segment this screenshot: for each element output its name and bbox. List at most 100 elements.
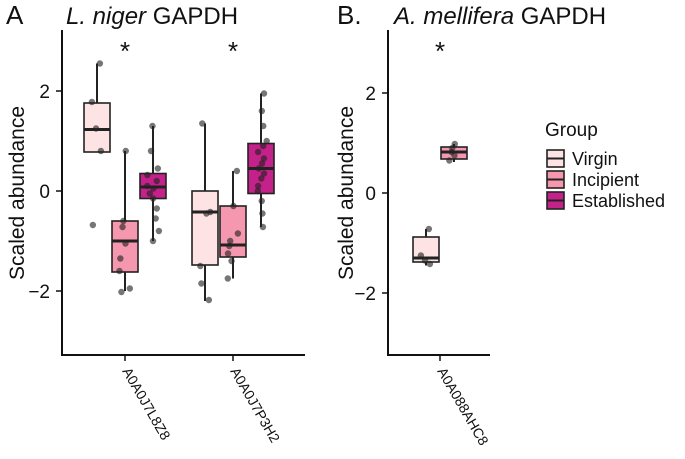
- panel-a-a0a0j7p3h2-incipient-box: [219, 167, 247, 282]
- panel-a-a0a0j7p3h2-virgin-point: [199, 120, 206, 127]
- panel-a-y-tick-label: 0: [39, 182, 50, 203]
- panel-a-a0a0j7l8z8-virgin-box: [83, 60, 111, 229]
- panel-a-a0a0j7p3h2-established-point: [260, 170, 268, 177]
- panel-a-a0a0j7l8z8-incipient-point: [119, 223, 126, 231]
- panel-a-letter: A: [6, 0, 24, 30]
- panel-a-a0a0j7l8z8-virgin-point: [97, 147, 105, 155]
- panel-a-y-label: Scaled abundance: [6, 106, 29, 280]
- panel-b-a0a088ahc8-incipient-point: [446, 157, 453, 164]
- panel-a-a0a0j7l8z8-established-point: [153, 205, 160, 212]
- panel-a-a0a0j7p3h2-incipient-point: [226, 242, 233, 250]
- panel-a-a0a0j7p3h2-established-point: [258, 107, 266, 115]
- panel-a-a0a0j7l8z8-established-point: [152, 215, 159, 222]
- panel-a-a0a0j7l8z8-incipient-point: [122, 147, 129, 155]
- panel-a-a0a0j7p3h2-established-point: [259, 210, 266, 217]
- panel-a-a0a0j7p3h2-incipient-point: [228, 257, 235, 265]
- panel-b-a0a088ahc8-incipient-box: [440, 140, 468, 164]
- panel-a-a0a0j7p3h2-incipient-point: [224, 250, 232, 257]
- panel-a-marks: [83, 60, 275, 304]
- panel-b-y-tick-label: −2: [354, 284, 376, 305]
- legend-label-incipient: Incipient: [572, 170, 639, 190]
- panel-a-a0a0j7p3h2-incipient-iqr-rect: [219, 205, 247, 258]
- panel-a-a0a0j7l8z8-established-point: [146, 190, 153, 197]
- panel-b-a0a088ahc8-virgin-box: [412, 225, 440, 268]
- panel-a-a0a0j7l8z8-established-point: [147, 147, 155, 155]
- panel-a-a0a0j7l8z8-virgin-point: [88, 98, 96, 106]
- panel-a-title-protein: GAPDH: [153, 3, 238, 30]
- panel-a-a0a0j7p3h2-established-box: [247, 90, 275, 231]
- panel-a-a0a0j7p3h2-established-point: [258, 160, 266, 167]
- panel-a-a0a0j7p3h2-virgin-box: [191, 120, 219, 304]
- panel-b: B. A. mellifera GAPDH Scaled abundance 2…: [335, 0, 606, 448]
- panel-a-a0a0j7l8z8-incipient-box: [111, 147, 139, 296]
- panel-b-a0a088ahc8-virgin-point: [421, 257, 429, 264]
- panel-a-a0a0j7p3h2-incipient-point: [233, 167, 241, 175]
- panel-a-a0a0j7p3h2-incipient-point: [230, 202, 237, 210]
- panel-a-a0a0j7l8z8-virgin-point: [89, 221, 97, 229]
- panel-a-a0a0j7p3h2-virgin-point: [203, 210, 210, 217]
- panel-a: A L. niger GAPDH Scaled abundance 2 0 −2 A0…: [6, 0, 305, 445]
- panel-a-a0a0j7l8z8-established-point: [144, 171, 151, 179]
- panel-a-a0a0j7p3h2-virgin-point: [197, 262, 204, 270]
- panel-a-a0a0j7l8z8-virgin-point: [92, 125, 100, 132]
- panel-b-y-tick-label: 2: [365, 84, 376, 105]
- panel-a-y-tick-label: −2: [28, 282, 50, 303]
- panel-b-letter: B.: [337, 0, 362, 30]
- panel-a-a0a0j7l8z8-established-point: [153, 177, 160, 185]
- panel-a-a0a0j7l8z8-established-point: [150, 185, 157, 192]
- panel-a-a0a0j7p3h2-incipient-point: [234, 230, 242, 237]
- panel-a-a0a0j7l8z8-incipient-point: [126, 285, 134, 292]
- panel-b-title-protein: GAPDH: [521, 3, 606, 30]
- panel-a-a0a0j7p3h2-established-point: [259, 142, 267, 150]
- panel-a-a0a0j7l8z8-established-point: [149, 122, 156, 130]
- panel-a-a0a0j7l8z8-virgin-iqr-rect: [83, 102, 111, 153]
- panel-b-a0a088ahc8-virgin-point: [426, 260, 434, 268]
- panel-a-a0a0j7l8z8-virgin-point: [96, 60, 104, 67]
- panel-a-significance-star: *: [228, 36, 238, 66]
- legend-title: Group: [545, 120, 598, 141]
- panel-a-a0a0j7p3h2-established-point: [260, 122, 267, 130]
- panel-a-a0a0j7p3h2-established-point: [254, 148, 262, 156]
- panel-a-a0a0j7p3h2-virgin-point: [205, 296, 213, 304]
- panel-a-a0a0j7p3h2-established-point: [254, 182, 262, 190]
- panel-a-a0a0j7p3h2-established-point: [260, 90, 268, 97]
- panel-a-x-tick-label: A0A0J7L8Z8: [119, 365, 173, 443]
- panel-a-a0a0j7p3h2-incipient-point: [227, 237, 234, 245]
- panel-a-a0a0j7p3h2-established-point: [259, 223, 267, 231]
- panel-a-y-tick-label: 2: [39, 82, 50, 103]
- panel-a-a0a0j7l8z8-incipient-point: [118, 288, 125, 296]
- panel-a-a0a0j7p3h2-established-point: [258, 175, 265, 182]
- panel-a-a0a0j7l8z8-incipient-point: [117, 255, 124, 262]
- panel-a-a0a0j7p3h2-virgin-point: [198, 280, 205, 287]
- panel-b-significance-star: *: [435, 36, 445, 66]
- legend-label-established: Established: [572, 191, 665, 211]
- panel-a-a0a0j7l8z8-established-point: [144, 182, 151, 190]
- panel-a-a0a0j7p3h2-incipient-point: [224, 275, 232, 282]
- panel-a-a0a0j7l8z8-incipient-point: [116, 267, 123, 275]
- panel-a-title: L. niger GAPDH: [66, 3, 238, 30]
- panel-a-a0a0j7l8z8-incipient-point: [122, 240, 129, 247]
- panel-a-a0a0j7p3h2-established-point: [255, 165, 263, 172]
- panel-a-a0a0j7p3h2-virgin-iqr-rect: [191, 190, 219, 266]
- panel-a-a0a0j7l8z8-incipient-point: [120, 217, 127, 225]
- panel-a-a0a0j7l8z8-established-point: [149, 195, 157, 202]
- panel-b-x-tick-label: A0A088AHC8: [434, 365, 492, 449]
- panel-a-a0a0j7l8z8-established-point: [149, 237, 157, 245]
- panel-b-title-species: A. mellifera: [392, 3, 514, 30]
- panel-b-a0a088ahc8-virgin-point: [425, 225, 433, 233]
- panel-a-a0a0j7l8z8-established-box: [139, 122, 167, 245]
- panel-b-title: A. mellifera GAPDH: [392, 3, 606, 30]
- panel-a-a0a0j7l8z8-established-point: [155, 227, 163, 235]
- panel-a-a0a0j7p3h2-established-point: [254, 187, 262, 195]
- panel-a-x-tick-label: A0A0J7P3H2: [227, 365, 283, 446]
- panel-a-significance-star: *: [120, 36, 130, 66]
- panel-a-a0a0j7l8z8-established-point: [154, 165, 162, 172]
- panel-b-a0a088ahc8-incipient-point: [451, 152, 458, 159]
- panel-a-a0a0j7p3h2-established-point: [263, 137, 270, 145]
- panel-a-a0a0j7p3h2-established-point: [258, 197, 265, 205]
- panel-b-y-tick-label: 0: [365, 184, 376, 205]
- panel-a-title-species: L. niger: [66, 3, 147, 30]
